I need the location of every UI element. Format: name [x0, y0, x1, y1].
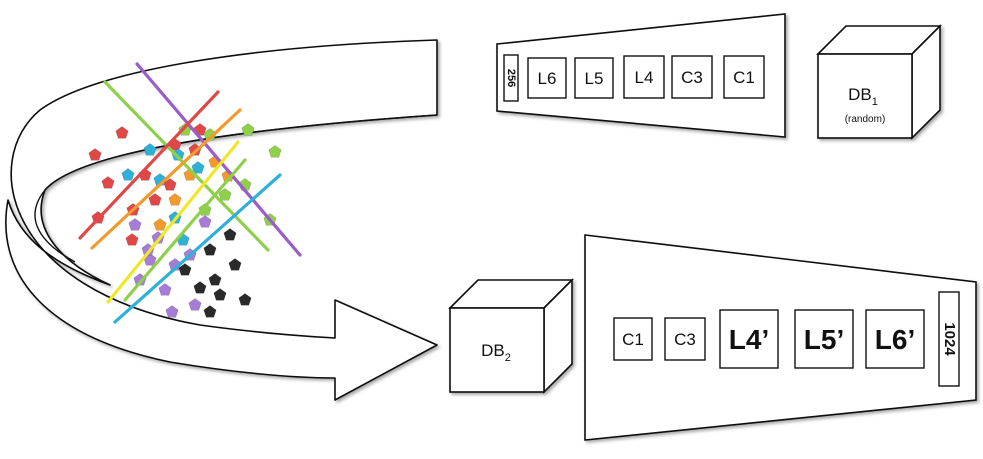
- separator-line: [135, 62, 302, 257]
- bottom-output-box: [938, 291, 960, 387]
- bottom-output-label: 1024: [941, 322, 958, 356]
- data-point-marker: [203, 243, 217, 256]
- data-point-marker: [208, 273, 222, 286]
- separator-line: [103, 80, 270, 252]
- top-layer-label: L5: [585, 69, 604, 88]
- top-layer-box: [623, 55, 665, 99]
- bottom-layer-box: [794, 309, 854, 369]
- data-point-marker: [241, 123, 255, 136]
- curved-arrow-inner-edge: [34, 114, 438, 263]
- top-layer-label: C3: [681, 68, 703, 87]
- data-point-marker: [213, 288, 227, 301]
- top-layer-box: [723, 55, 765, 99]
- separator-line: [113, 173, 282, 324]
- bottom-layer-box: [865, 309, 925, 369]
- data-point-marker: [143, 143, 157, 156]
- top-layer-box: [671, 55, 713, 99]
- db1-cube: [816, 24, 942, 140]
- data-point-marker: [115, 126, 129, 139]
- separator-line: [78, 90, 220, 240]
- data-point-marker: [178, 263, 192, 276]
- top-network-layers: C1 C3 L4 L5 L6: [527, 55, 765, 99]
- bottom-layer-label: L6’: [875, 324, 915, 355]
- bottom-layer-box: [719, 309, 779, 369]
- data-point-marker: [238, 293, 252, 306]
- top-output-box: [503, 54, 519, 102]
- bottom-layer-label: C1: [622, 330, 644, 349]
- curved-arrow-band: [5, 39, 438, 401]
- top-layer-label: C1: [733, 68, 755, 87]
- top-layer-label: L4: [635, 68, 654, 87]
- bottom-layer-label: L4’: [729, 324, 769, 355]
- data-point-marker: [223, 228, 237, 241]
- feature-scatter: [78, 62, 302, 324]
- data-point-marker: [198, 215, 212, 228]
- data-point-marker: [158, 283, 172, 296]
- data-point-marker: [218, 188, 232, 201]
- top-layer-box: [574, 57, 614, 99]
- data-point-marker: [121, 168, 135, 181]
- data-point-marker: [193, 281, 207, 294]
- top-output-label: 256: [505, 69, 517, 87]
- data-point-marker: [191, 161, 205, 174]
- bottom-layer-box: [613, 317, 653, 361]
- data-point-marker: [128, 218, 142, 231]
- data-point-marker: [153, 218, 167, 231]
- data-point-marker: [148, 193, 162, 206]
- top-layer-box: [527, 57, 567, 99]
- bottom-network-trapezoid: [584, 234, 977, 441]
- data-point-marker: [168, 193, 182, 206]
- data-point-marker: [165, 305, 179, 318]
- bottom-layer-box: [664, 317, 706, 361]
- db1-note: (random): [845, 114, 886, 125]
- db1-label: DB1: [848, 85, 878, 108]
- data-point-marker: [101, 176, 115, 189]
- bottom-layer-label: C3: [674, 330, 696, 349]
- db2-label: DB2: [481, 341, 511, 364]
- data-point-marker: [88, 148, 102, 161]
- db2-cube: [448, 278, 574, 394]
- separator-line: [106, 140, 240, 304]
- bottom-layer-label: L5’: [804, 324, 844, 355]
- separator-line: [123, 158, 247, 302]
- data-point-marker: [203, 305, 217, 318]
- separator-line: [90, 108, 242, 250]
- data-point-marker: [188, 298, 202, 311]
- top-layer-label: L6: [538, 69, 557, 88]
- data-point-marker: [125, 233, 139, 246]
- data-point-marker: [228, 258, 242, 271]
- data-point-marker: [268, 145, 282, 158]
- bottom-network-layers: C1 C3 L4’ L5’ L6’: [613, 309, 925, 369]
